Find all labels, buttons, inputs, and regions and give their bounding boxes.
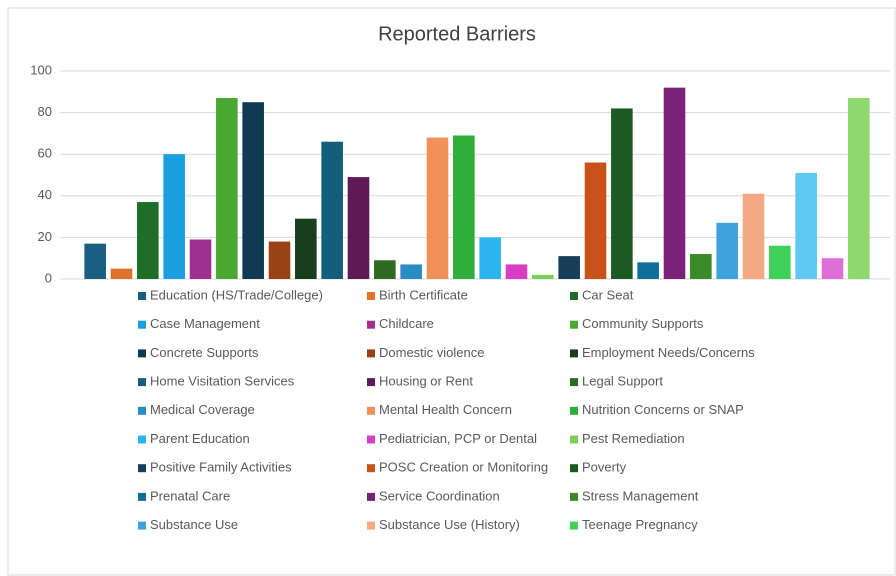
legend-label: Substance Use (History) — [379, 517, 520, 532]
bar — [611, 108, 633, 279]
legend-swatch — [138, 378, 146, 387]
legend-swatch — [138, 492, 146, 501]
legend-swatch — [138, 464, 146, 473]
bar — [532, 274, 554, 279]
legend-label: Prenatal Care — [150, 488, 230, 503]
bar — [84, 243, 106, 279]
legend-label: Substance Use — [150, 517, 238, 532]
legend-swatch — [570, 464, 578, 473]
bar — [453, 135, 475, 279]
legend-label: Poverty — [582, 460, 627, 475]
legend-label: Teenage Pregnancy — [582, 517, 698, 532]
bar — [110, 268, 133, 279]
legend-swatch — [138, 406, 146, 415]
legend-label: Medical Coverage — [150, 402, 255, 417]
legend-swatch — [570, 406, 578, 415]
bar — [690, 254, 712, 279]
legend-label: Parent Education — [150, 431, 250, 446]
y-tick-label: 20 — [38, 229, 52, 244]
legend-swatch — [570, 492, 578, 501]
legend-label: Birth Certificate — [379, 287, 468, 302]
legend-label: POSC Creation or Monitoring — [379, 460, 548, 475]
bar — [558, 256, 580, 279]
legend-swatch — [570, 521, 578, 530]
legend-label: Pediatrician, PCP or Dental — [379, 431, 537, 446]
legend-swatch — [367, 435, 375, 444]
legend-label: Legal Support — [582, 374, 663, 389]
legend-label: Education (HS/Trade/College) — [150, 287, 323, 302]
legend-label: Childcare — [379, 316, 434, 331]
bar — [795, 172, 817, 279]
legend-swatch — [367, 492, 375, 501]
bar — [821, 258, 844, 279]
legend-label: Community Supports — [582, 316, 704, 331]
legend-swatch — [367, 320, 375, 329]
bar — [400, 264, 422, 279]
legend-swatch — [367, 464, 375, 473]
bar — [742, 193, 765, 279]
y-tick-label: 0 — [45, 270, 52, 285]
bar — [426, 137, 449, 279]
legend-swatch — [138, 521, 146, 530]
legend-swatch — [138, 349, 146, 358]
bar — [321, 141, 343, 279]
bar — [505, 264, 528, 279]
legend-swatch — [570, 349, 578, 358]
legend-label: Housing or Rent — [379, 374, 473, 389]
legend-label: Pest Remediation — [582, 431, 685, 446]
legend-label: Stress Management — [582, 488, 699, 503]
legend-label: Mental Health Concern — [379, 402, 512, 417]
legend-label: Positive Family Activities — [150, 460, 292, 475]
bar — [769, 245, 791, 279]
legend-swatch — [367, 292, 375, 300]
y-tick-label: 60 — [38, 146, 52, 161]
legend-label: Employment Needs/Concerns — [582, 345, 755, 360]
legend-swatch — [367, 521, 375, 530]
legend-swatch — [138, 435, 146, 444]
bar — [479, 237, 501, 279]
bar — [584, 162, 607, 279]
legend-swatch — [570, 435, 578, 444]
legend-swatch — [367, 406, 375, 415]
bar — [189, 239, 212, 279]
legend-label: Service Coordination — [379, 488, 500, 503]
legend-swatch — [570, 320, 578, 329]
bar — [663, 87, 686, 279]
bar — [637, 262, 659, 279]
chart-title: Reported Barriers — [378, 23, 536, 45]
legend-swatch — [367, 349, 375, 358]
bar — [848, 98, 870, 279]
bar — [242, 102, 264, 279]
legend-label: Domestic violence — [379, 345, 485, 360]
bar — [374, 260, 396, 279]
legend-swatch — [138, 292, 146, 300]
legend-label: Concrete Supports — [150, 345, 259, 360]
legend-swatch — [570, 292, 578, 300]
legend-label: Car Seat — [582, 287, 634, 302]
legend-label: Home Visitation Services — [150, 374, 295, 389]
bar — [216, 98, 238, 279]
chart-frame — [7, 7, 896, 576]
y-tick-label: 80 — [38, 104, 52, 119]
y-tick-label: 40 — [38, 187, 52, 202]
bar — [716, 222, 738, 279]
bar — [295, 218, 317, 279]
legend-label: Case Management — [150, 316, 260, 331]
y-tick-label: 100 — [30, 62, 52, 77]
legend-label: Nutrition Concerns or SNAP — [582, 402, 744, 417]
bar — [163, 154, 185, 279]
bar — [347, 177, 370, 279]
legend-swatch — [570, 378, 578, 387]
bar — [268, 241, 291, 279]
legend-swatch — [138, 320, 146, 329]
legend-swatch — [367, 378, 375, 387]
bar — [137, 202, 159, 279]
